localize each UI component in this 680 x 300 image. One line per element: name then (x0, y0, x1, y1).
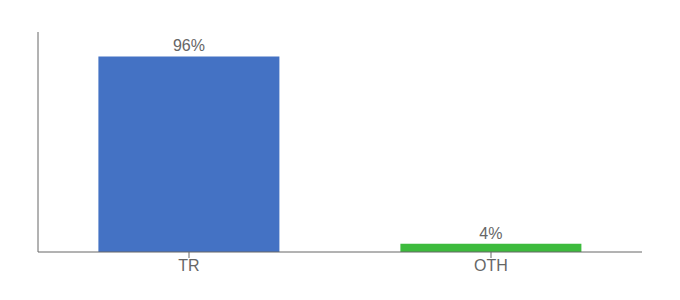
svg-text:TR: TR (178, 257, 199, 274)
svg-text:96%: 96% (173, 37, 205, 54)
svg-text:OTH: OTH (474, 257, 508, 274)
svg-text:4%: 4% (479, 225, 502, 242)
